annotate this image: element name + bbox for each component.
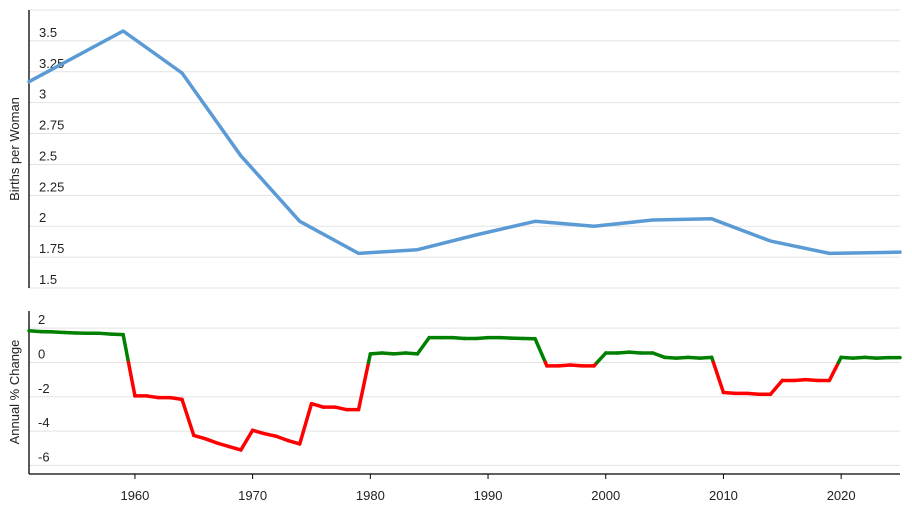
positive-change-segment [97,331,114,336]
positive-change-segment [651,351,667,360]
negative-change-segment [792,377,808,383]
top-gridlines [29,9,900,289]
top-y-tick-label: 2 [39,210,46,225]
positive-change-segment [109,332,125,337]
top-y-tick-label: 1.75 [39,241,64,256]
positive-change-segment [474,335,490,341]
negative-change-segment [168,395,184,402]
positive-change-segment [450,335,467,341]
positive-change-segment [380,351,396,356]
positive-change-segment [674,355,690,360]
top-y-tick-label: 3 [39,87,46,102]
x-tick-label: 2000 [591,488,620,503]
positive-change-segment [595,351,608,365]
positive-change-segment [121,332,131,365]
positive-change-segment [533,337,548,365]
positive-change-segment [50,330,67,335]
positive-change-segment [415,335,431,356]
negative-change-segment [356,360,371,412]
bottom-y-tick-label: -6 [38,449,50,464]
positive-change-segment [498,335,514,340]
bottom-y-axis-title: Annual % Change [7,340,22,445]
negative-change-segment [239,428,255,452]
bottom-y-tick-labels: -6 -4 -2 0 2 [38,312,50,464]
top-y-tick-label: 1.5 [39,272,57,287]
positive-change-segment [862,355,879,360]
negative-change-segment [568,363,584,368]
negative-change-segment [297,401,314,446]
annual-change-series [27,328,902,452]
negative-change-segment [286,438,302,446]
positive-change-segment [851,355,867,360]
births-per-woman-line [27,29,902,256]
bottom-y-tick-label: 0 [38,346,45,361]
top-y-tick-label: 2.25 [39,179,64,194]
x-tick-label: 1980 [356,488,385,503]
top-y-tick-label: 3.5 [39,25,57,40]
negative-change-segment [745,391,761,396]
negative-change-segment [556,363,573,368]
negative-change-segment [333,405,349,412]
positive-change-segment [839,355,855,360]
negative-change-segment [180,397,196,438]
negative-change-segment [274,434,290,443]
positive-change-segment [686,355,702,360]
positive-change-segment [662,355,679,360]
x-tick-label: 1960 [120,488,149,503]
negative-change-segment [144,394,161,400]
top-y-axis-title: Births per Woman [7,97,22,201]
negative-change-segment [309,401,326,409]
bottom-y-tick-label: -4 [38,415,50,430]
x-tick-label: 2020 [827,488,856,503]
negative-change-segment [126,360,137,398]
negative-change-segment [721,390,737,396]
x-tick-label: 1970 [238,488,267,503]
negative-change-segment [192,433,208,441]
positive-change-segment [698,355,714,360]
positive-change-segment [615,350,632,355]
negative-change-segment [827,360,841,383]
positive-change-segment [62,330,78,335]
bottom-gridlines [29,327,900,466]
bottom-y-tick-label: 2 [38,312,45,327]
positive-change-segment [368,351,384,356]
bottom-y-tick-label: -2 [38,381,50,396]
negative-change-segment [768,378,785,396]
positive-change-segment [874,355,890,360]
positive-change-segment [627,350,643,355]
births-per-woman-series [27,29,902,256]
x-tick-label: 2010 [709,488,738,503]
negative-change-segment [262,431,278,438]
negative-change-segment [227,444,243,452]
negative-change-segment [804,377,820,383]
positive-change-segment [27,328,43,334]
x-tick-label: 1990 [474,488,503,503]
positive-change-segment [392,351,408,356]
negative-change-segment [711,360,726,395]
top-y-tick-label: 2.75 [39,118,64,133]
x-tick-labels: 1960 1970 1980 1990 2000 2010 2020 [120,474,856,503]
negative-change-segment [203,437,220,445]
top-y-tick-label: 2.5 [39,148,57,163]
negative-change-segment [215,441,231,449]
positive-change-segment [403,351,420,356]
negative-change-segment [250,428,267,436]
